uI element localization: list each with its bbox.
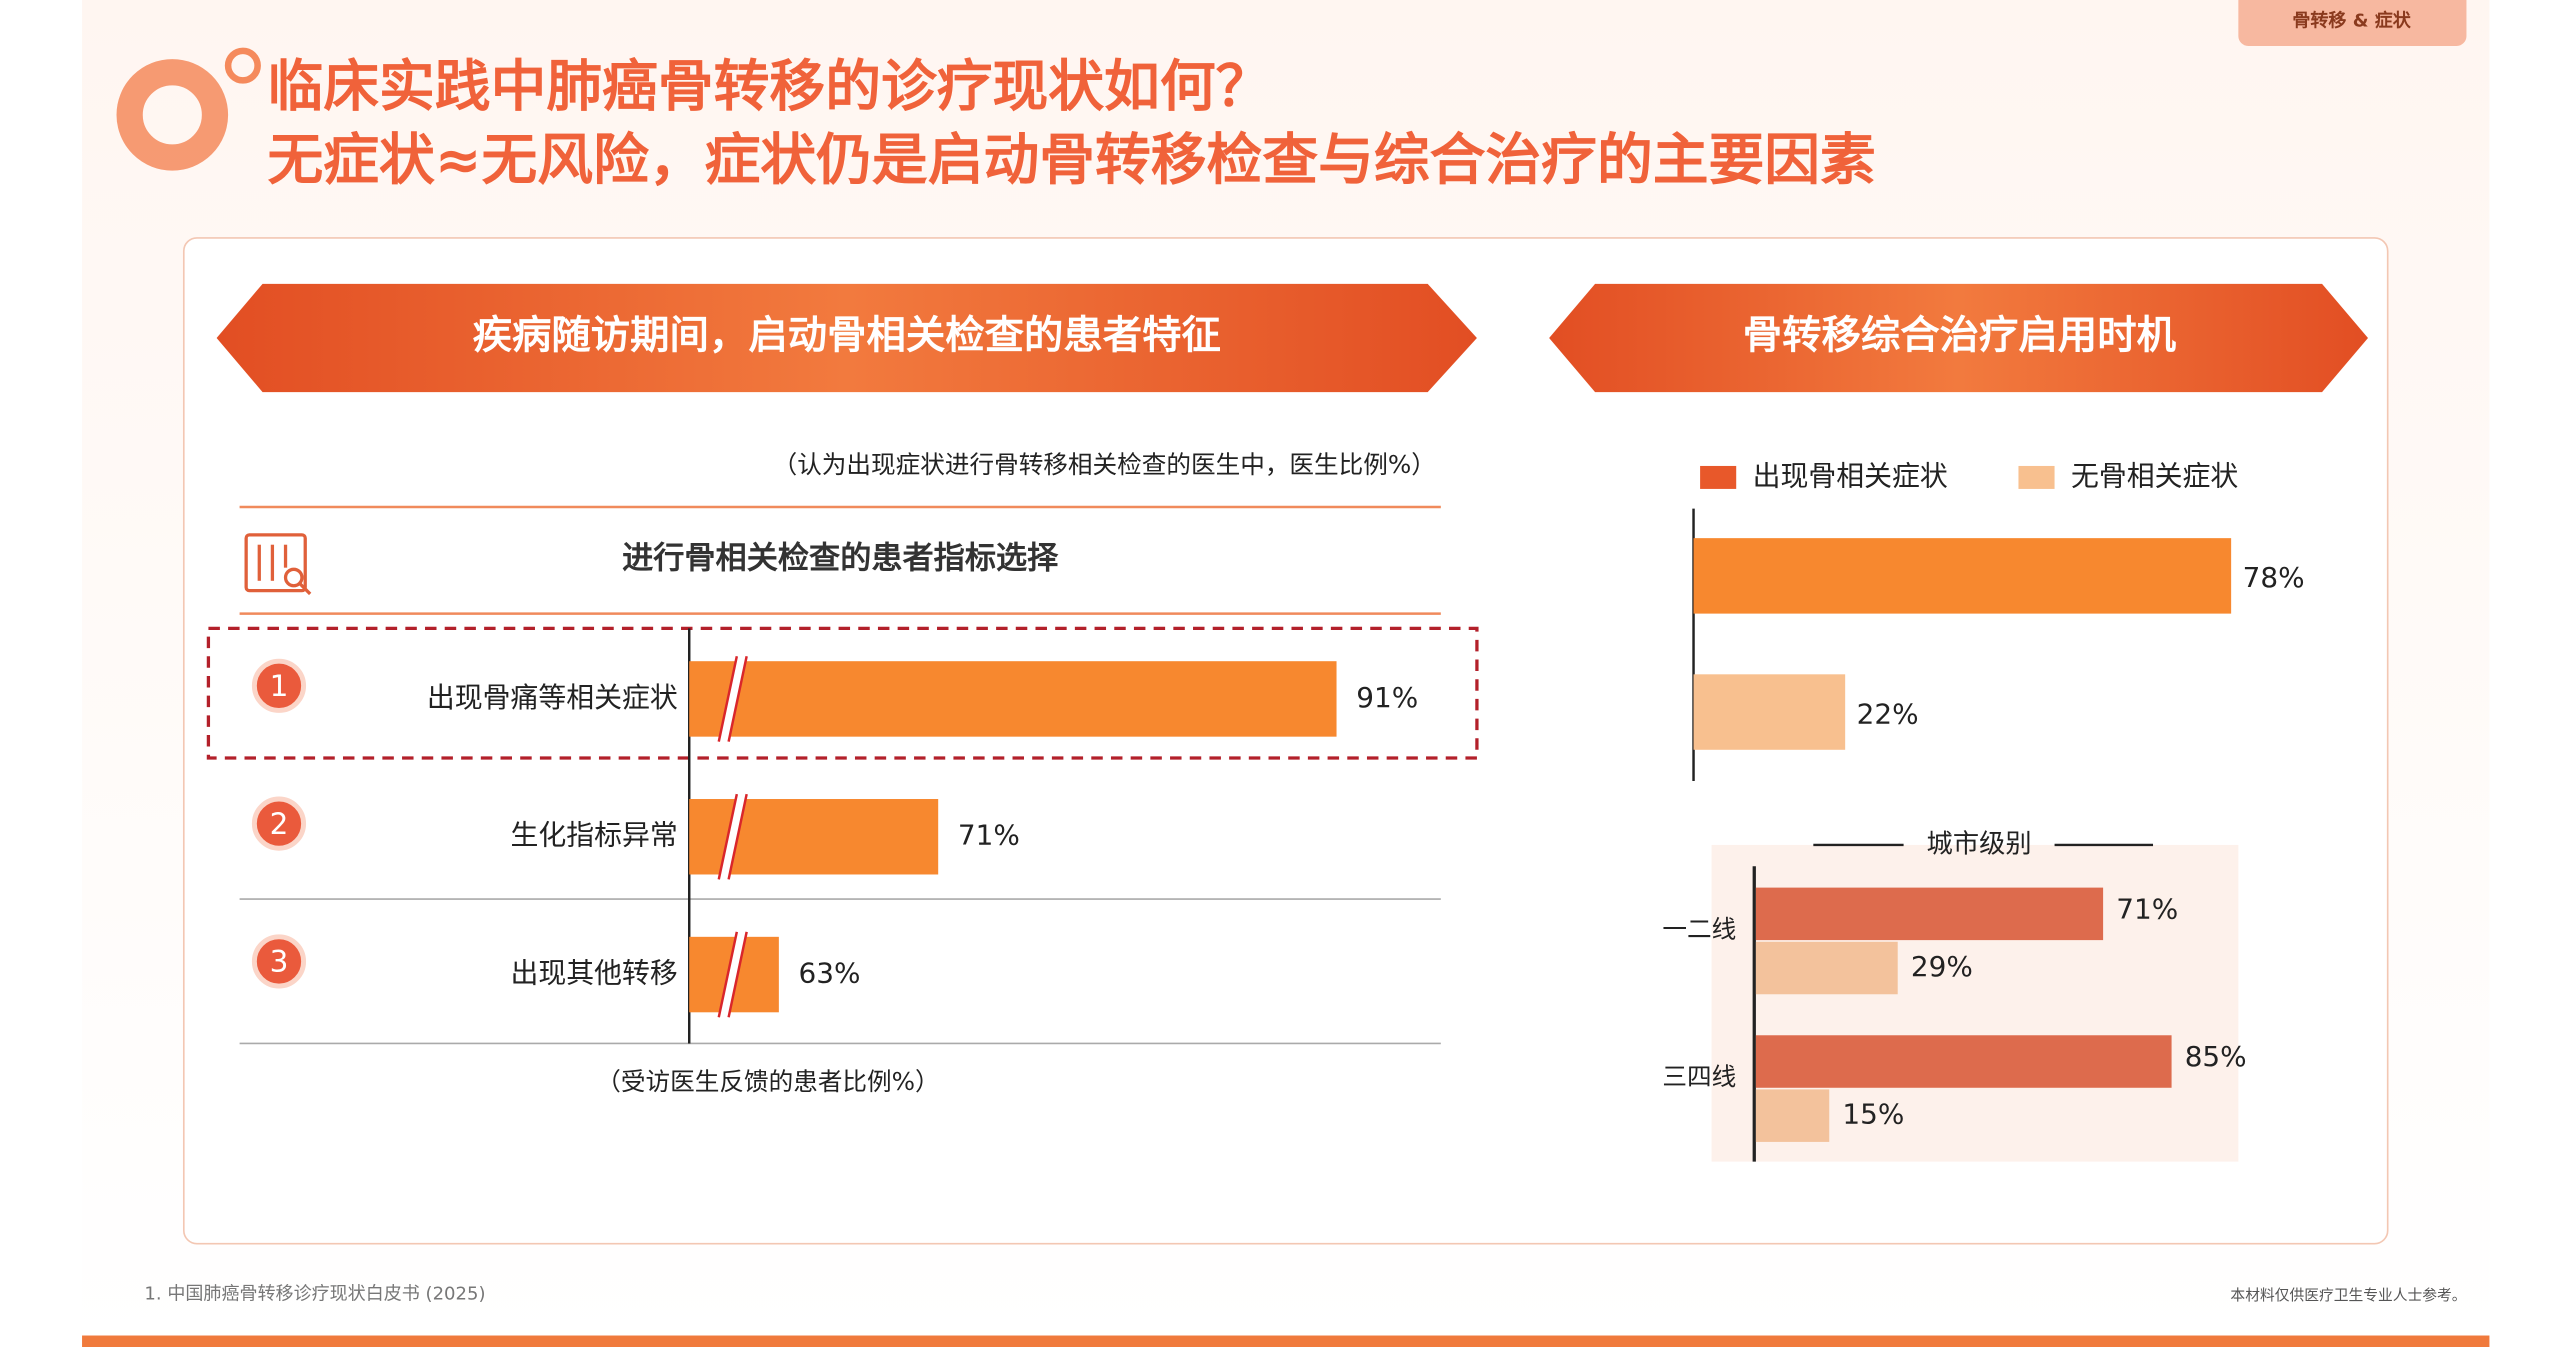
category-label: 出现骨痛等相关症状 xyxy=(427,681,678,714)
axis-break xyxy=(718,793,747,881)
tag: 骨转移 & 症状 xyxy=(2292,9,2411,31)
category-label: 生化指标异常 xyxy=(510,819,677,852)
legend-label: 无骨相关症状 xyxy=(2071,459,2238,492)
bar xyxy=(1693,538,2232,614)
source: 1. 中国肺癌骨转移诊疗现状白皮书 (2025) xyxy=(144,1283,485,1304)
legend-swatch xyxy=(1700,465,1737,489)
value-label: 71% xyxy=(2116,893,2178,926)
title-line: 临床实践中肺癌骨转移的诊疗现状如何？ xyxy=(267,54,1271,119)
rank-badge xyxy=(251,658,307,713)
bar xyxy=(1755,1035,2172,1088)
bar xyxy=(1693,674,1846,750)
title-line: 无症状≈无风险，症状仍是启动骨转移检查与综合治疗的主要因素 xyxy=(267,128,1875,193)
icon xyxy=(244,533,312,596)
bar xyxy=(1755,887,2104,941)
note: （受访医生反馈的患者比例%） xyxy=(596,1067,939,1096)
banner-title: 疾病随访期间，启动骨相关检查的患者特征 xyxy=(473,312,1221,358)
value-label: 15% xyxy=(1842,1098,1904,1131)
axis-break xyxy=(727,793,748,880)
bottom-bar xyxy=(82,1335,2490,1347)
value-label: 78% xyxy=(2243,561,2305,594)
banner-title: 骨转移综合治疗启用时机 xyxy=(1743,312,2177,358)
value-label: 85% xyxy=(2185,1040,2247,1073)
axis-break xyxy=(717,656,739,742)
highlight-box xyxy=(206,626,1479,760)
category-label: 三四线 xyxy=(1662,1062,1736,1091)
banner xyxy=(1549,283,2368,393)
table-header: 进行骨相关检查的患者指标选择 xyxy=(622,540,1059,576)
bar xyxy=(689,661,1337,737)
rank: 2 xyxy=(270,807,289,841)
rank: 1 xyxy=(270,669,289,703)
panel-title: 城市级别 xyxy=(1927,829,2032,859)
value-label: 63% xyxy=(799,957,861,990)
category-label: 一二线 xyxy=(1662,914,1736,943)
rank: 3 xyxy=(270,945,289,979)
subtitle: （认为出现症状进行骨转移相关检查的医生中，医生比例%） xyxy=(773,450,1436,479)
value-label: 91% xyxy=(1356,681,1418,714)
rank-badge xyxy=(251,796,307,851)
axis-break xyxy=(727,656,748,742)
bar xyxy=(1755,941,1898,995)
axis-break xyxy=(718,930,747,1019)
value-label: 71% xyxy=(958,819,1020,852)
disclaimer: 本材料仅供医疗卫生专业人士参考。 xyxy=(2230,1287,2466,1304)
logo-dot xyxy=(224,47,261,84)
bar xyxy=(1755,1089,1830,1142)
axis-break xyxy=(717,931,739,1018)
category-label: 出现其他转移 xyxy=(510,957,677,990)
legend-swatch xyxy=(2018,465,2055,489)
value-label: 22% xyxy=(1857,697,1919,730)
logo-ring xyxy=(116,59,229,171)
legend-label: 出现骨相关症状 xyxy=(1753,459,1948,492)
banner xyxy=(216,283,1477,393)
value-label: 29% xyxy=(1911,950,1973,983)
axis-break xyxy=(727,931,748,1018)
axis-break xyxy=(717,793,739,880)
tag-box xyxy=(2238,0,2467,46)
axis-break xyxy=(718,655,747,743)
rank-badge xyxy=(251,934,307,989)
